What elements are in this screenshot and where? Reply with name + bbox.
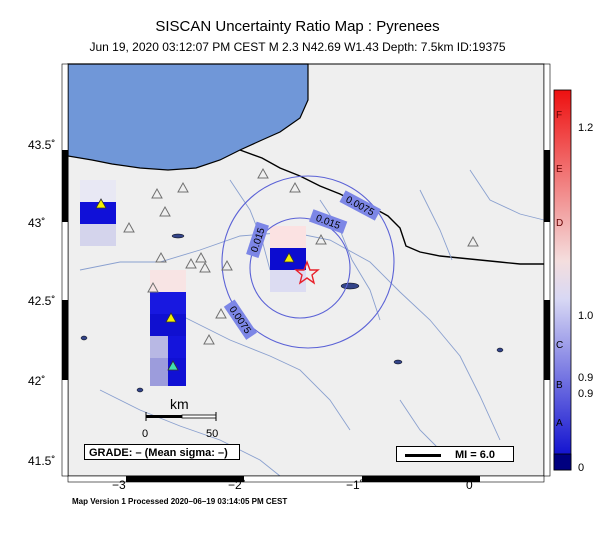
lat-label: 42˚ <box>28 374 46 388</box>
station-markers-used <box>95 198 295 371</box>
lat-label: 41.5˚ <box>28 454 56 468</box>
map-border <box>61 63 551 483</box>
station-markers <box>123 167 479 345</box>
mi-label: MI = 6.0 <box>455 449 496 461</box>
colorbar-tick: 1.0 <box>578 310 594 322</box>
scale-bar <box>145 412 217 421</box>
grade-letter: A <box>556 418 563 429</box>
border-line <box>239 149 544 265</box>
grade-letter: C <box>556 340 564 351</box>
sea-area <box>67 63 309 171</box>
lakes <box>80 233 504 393</box>
mi-line-icon <box>405 454 441 457</box>
grade-letter: E <box>556 164 563 175</box>
lon-label: −3˚ <box>112 478 130 492</box>
scale-tick: 0 <box>142 428 149 440</box>
map-title: SISCAN Uncertainty Ratio Map : Pyrenees <box>155 18 440 35</box>
lat-label: 43˚ <box>28 216 46 230</box>
grade-letter: F <box>556 110 563 121</box>
event-info: Jun 19, 2020 03:12:07 PM CEST M 2.3 N42.… <box>89 40 506 54</box>
lon-label: −2˚ <box>228 478 246 492</box>
scale-unit: km <box>170 396 189 412</box>
lon-label: −1˚ <box>346 478 364 492</box>
colorbar-tick: 0.9 <box>578 388 594 400</box>
scale-tick: 50 <box>206 428 219 440</box>
grade-letter: B <box>556 380 563 391</box>
processing-footer: Map Version 1 Processed 2020–06–19 03:14… <box>72 497 288 506</box>
colorbar-tick: 0 <box>578 462 585 474</box>
mi-legend: MI = 6.0 <box>396 446 514 462</box>
contour-circles <box>221 175 395 349</box>
epicenter-star-icon <box>294 260 320 285</box>
colorbar-tick: 0.9 <box>578 372 594 384</box>
grade-letter: D <box>556 218 564 229</box>
colorbar <box>553 89 572 471</box>
lat-label: 43.5˚ <box>28 138 56 152</box>
colorbar-floor <box>553 453 572 471</box>
lon-label: 0˚ <box>466 478 477 492</box>
colorbar-tick: 1.2 <box>578 122 594 134</box>
grade-box: GRADE: – (Mean sigma: –) <box>84 444 240 460</box>
lat-label: 42.5˚ <box>28 294 56 308</box>
uncertainty-cells <box>80 180 306 386</box>
